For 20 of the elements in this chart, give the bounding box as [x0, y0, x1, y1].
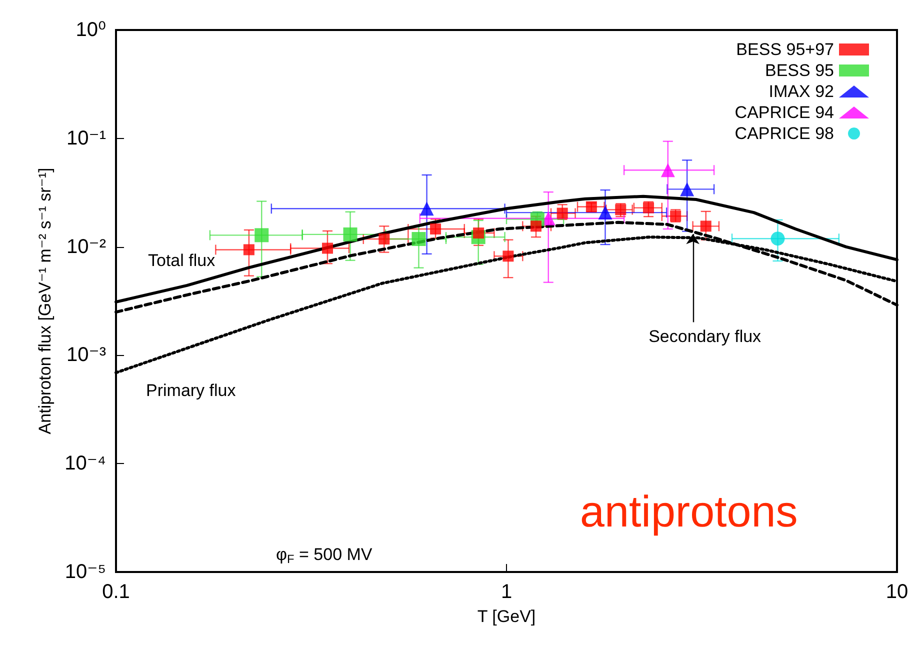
y-tick-label: 10⁰	[76, 19, 106, 41]
x-axis-title: T [GeV]	[477, 607, 536, 626]
x-tick-label: 10	[886, 581, 908, 603]
y-axis-title: Antiproton flux [GeV⁻¹ m⁻² s⁻¹ sr⁻¹]	[36, 168, 55, 434]
y-tick-label: 10⁻²	[66, 236, 106, 258]
annotation: Total flux	[148, 251, 216, 270]
legend-label: IMAX 92	[768, 82, 834, 101]
y-tick-label: 10⁻⁵	[64, 561, 106, 583]
x-tick-label: 1	[500, 581, 512, 603]
annotation: antiprotons	[580, 488, 798, 536]
y-tick-label: 10⁻¹	[66, 127, 106, 150]
y-tick-label: 10⁻⁴	[64, 452, 106, 475]
x-tick-label: 0.1	[102, 581, 130, 603]
annotation: Secondary flux	[648, 327, 762, 346]
legend-label: CAPRICE 94	[734, 103, 834, 122]
legend-label: BESS 95	[765, 61, 834, 80]
legend-label: BESS 95+97	[736, 40, 834, 59]
annotation: Primary flux	[146, 381, 236, 400]
legend-label: CAPRICE 98	[734, 124, 834, 143]
y-tick-label: 10⁻³	[66, 344, 106, 366]
